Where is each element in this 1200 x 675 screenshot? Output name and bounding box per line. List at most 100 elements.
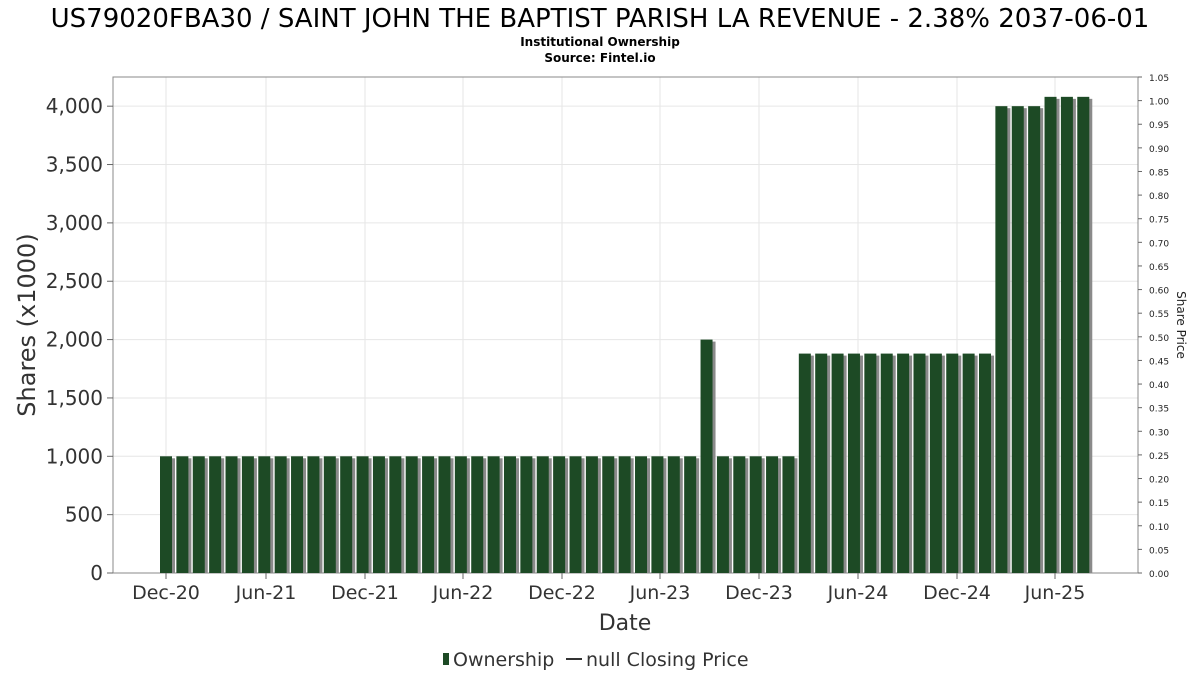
- y2-tick-label: 0.85: [1149, 168, 1169, 178]
- ownership-bar: [847, 353, 860, 573]
- y-axis: 0 500 1,000 1,500 2,000 2,500 3,000 3,500 4,000: [46, 94, 113, 585]
- ownership-bar: [454, 456, 467, 573]
- ownership-bar: [929, 353, 942, 573]
- y2-axis-label: Share Price: [1174, 291, 1188, 359]
- chart-title: US79020FBA30 / SAINT JOHN THE BAPTIST PA…: [50, 4, 1150, 34]
- y-tick-label: 3,000: [46, 211, 103, 235]
- ownership-bar: [323, 456, 336, 573]
- y2-tick-label: 0.20: [1149, 476, 1169, 486]
- bars: [160, 96, 1093, 574]
- ownership-bar: [651, 456, 664, 573]
- y2-tick-label: 1.00: [1149, 98, 1169, 108]
- ownership-bar: [716, 456, 729, 573]
- y2-tick-label: 0.10: [1149, 523, 1169, 533]
- x-axis: Dec-20 Jun-21 Dec-21 Jun-22 Dec-22 Jun-23 Dec-…: [132, 573, 1085, 604]
- y2-tick-label: 0.45: [1149, 357, 1169, 367]
- ownership-bar: [1011, 106, 1024, 574]
- ownership-bar: [815, 353, 828, 573]
- ownership-bar: [798, 353, 811, 573]
- y2-tick-label: 0.25: [1149, 452, 1169, 462]
- ownership-bar: [487, 456, 500, 573]
- ownership-bar: [356, 456, 369, 573]
- x-tick-label: Jun-21: [235, 582, 297, 604]
- ownership-bar: [274, 456, 287, 573]
- y2-tick-label: 1.05: [1149, 74, 1169, 84]
- ownership-bar: [995, 106, 1008, 574]
- y2-tick-label: 0.65: [1149, 263, 1169, 273]
- x-tick-label: Jun-23: [629, 582, 691, 604]
- legend-ownership-label: Ownership: [453, 649, 554, 671]
- y-tick-label: 4,000: [46, 94, 103, 118]
- ownership-bar: [192, 456, 205, 573]
- ownership-bar: [1060, 96, 1073, 573]
- y-tick-label: 1,500: [46, 386, 103, 410]
- ownership-bar: [438, 456, 451, 573]
- ownership-bar: [1028, 106, 1041, 574]
- ownership-bar: [422, 456, 435, 573]
- x-tick-label: Dec-23: [725, 582, 793, 604]
- y2-tick-label: 0.15: [1149, 499, 1169, 509]
- x-tick-label: Jun-24: [827, 582, 889, 604]
- y-tick-label: 2,000: [46, 328, 103, 352]
- legend-price-label: null Closing Price: [586, 649, 749, 671]
- ownership-bar: [389, 456, 402, 573]
- ownership-bar: [1077, 96, 1090, 573]
- y2-tick-label: 0.30: [1149, 428, 1169, 438]
- x-tick-label: Dec-21: [331, 582, 399, 604]
- y2-tick-label: 0.55: [1149, 310, 1169, 320]
- y2-tick-label: 0.40: [1149, 381, 1169, 391]
- x-tick-label: Jun-25: [1024, 582, 1086, 604]
- ownership-bar: [471, 456, 484, 573]
- chart-source: Source: Fintel.io: [544, 51, 656, 65]
- y2-tick-label: 0.05: [1149, 546, 1169, 556]
- ownership-bar: [602, 456, 615, 573]
- y2-axis: 0.00 0.05 0.10 0.15 0.20 0.25 0.30 0.35 0.40 0.45…: [1138, 74, 1169, 580]
- ownership-bar: [553, 456, 566, 573]
- ownership-bar: [733, 456, 746, 573]
- ownership-bar: [241, 456, 254, 573]
- ownership-bar: [897, 353, 910, 573]
- y-tick-label: 500: [65, 503, 103, 527]
- ownership-bar: [946, 353, 959, 573]
- x-axis-label: Date: [599, 611, 652, 636]
- ownership-bar: [962, 353, 975, 573]
- y2-tick-label: 0.80: [1149, 192, 1169, 202]
- x-tick-label: Dec-20: [132, 582, 200, 604]
- ownership-bar: [405, 456, 418, 573]
- ownership-bar: [291, 456, 304, 573]
- ownership-bar: [979, 353, 991, 573]
- ownership-bar: [1044, 96, 1057, 573]
- ownership-bar: [782, 456, 795, 573]
- ownership-bar: [258, 456, 271, 573]
- y2-tick-label: 0.35: [1149, 405, 1169, 415]
- grid-lines: [113, 77, 1138, 573]
- ownership-bar: [766, 456, 779, 573]
- x-tick-label: Dec-24: [923, 582, 991, 604]
- y2-tick-label: 0.90: [1149, 145, 1169, 155]
- ownership-bar: [749, 456, 762, 573]
- ownership-bar: [667, 456, 680, 573]
- chart-subtitle: Institutional Ownership: [520, 35, 680, 49]
- y-tick-label: 3,500: [46, 153, 103, 177]
- ownership-bar: [700, 339, 713, 573]
- y2-tick-label: 0.50: [1149, 334, 1169, 344]
- ownership-bar: [372, 456, 385, 573]
- y2-tick-label: 0.00: [1149, 570, 1169, 580]
- x-tick-label: Dec-22: [528, 582, 596, 604]
- ownership-bar: [831, 353, 844, 573]
- ownership-bar: [340, 456, 353, 573]
- y-tick-label: 1,000: [46, 444, 103, 468]
- ownership-bar: [913, 353, 926, 573]
- ownership-bar: [585, 456, 598, 573]
- ownership-bar: [864, 353, 877, 573]
- y-tick-label: 0: [90, 561, 103, 585]
- y2-tick-label: 0.60: [1149, 287, 1169, 297]
- legend: Ownership null Closing Price: [443, 649, 749, 671]
- ownership-bar: [569, 456, 582, 573]
- y2-tick-label: 0.95: [1149, 121, 1169, 131]
- y2-tick-label: 0.75: [1149, 216, 1169, 226]
- ownership-bar: [503, 456, 516, 573]
- legend-ownership-swatch: [443, 653, 449, 665]
- ownership-bar: [618, 456, 631, 573]
